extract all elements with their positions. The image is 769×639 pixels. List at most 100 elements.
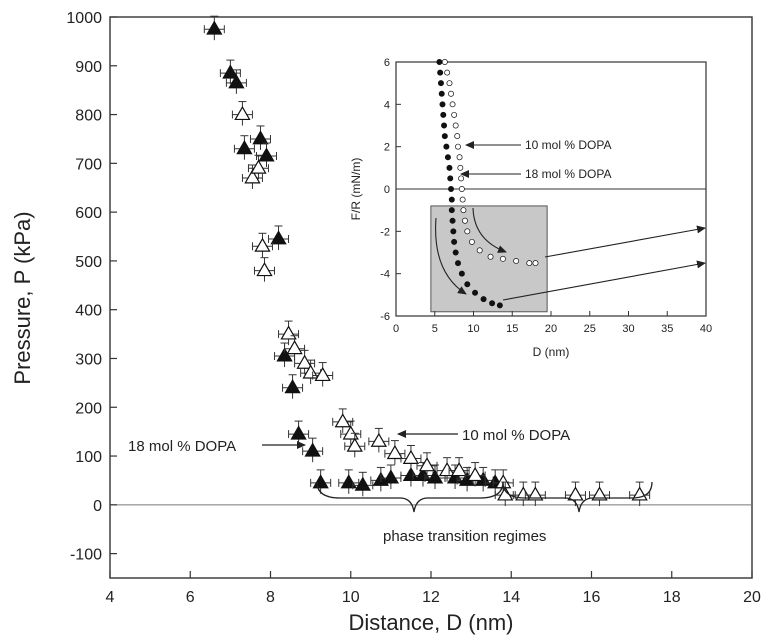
inset-point-18-mol [447, 175, 454, 182]
inset-point-18-mol [449, 217, 456, 224]
inset-point-18-mol [438, 90, 445, 97]
inset-point-10-mol [455, 143, 461, 150]
arrow-to-10-mol-phase [544, 225, 706, 258]
main-x-tick-label: 20 [743, 589, 761, 606]
main-y-tick-label: 300 [75, 351, 102, 368]
inset-y-tick-label: 2 [384, 142, 390, 154]
annotation-18-mol-dopa-inset: 18 mol % DOPA [525, 167, 611, 181]
inset-x-tick-label: 30 [622, 323, 634, 335]
inset-point-10-mol [469, 238, 475, 245]
inset-point-10-mol [441, 59, 448, 65]
inset-point-18-mol [437, 69, 444, 76]
data-point-10-mol [384, 440, 406, 465]
main-x-tick-label: 10 [342, 589, 360, 606]
main-data-series [203, 15, 651, 507]
main-y-tick-label: 700 [75, 156, 102, 173]
main-y-tick-label: 600 [75, 205, 102, 222]
inset-point-10-mol [460, 207, 467, 214]
data-point-10-mol [278, 320, 300, 346]
data-point-10-mol [524, 481, 546, 507]
data-point-18-mol [288, 420, 310, 446]
inset-point-10-mol [452, 122, 459, 129]
inset-x-tick-label: 15 [506, 323, 518, 335]
data-point-10-mol [368, 427, 390, 453]
inset-x-tick-label: 5 [432, 323, 438, 335]
inset-point-10-mol [446, 80, 453, 87]
inset-point-10-mol [526, 260, 533, 267]
main-y-tick-label: 400 [75, 303, 102, 320]
data-point-10-mol [512, 481, 534, 507]
data-point-18-mol [352, 471, 374, 497]
data-point-18-mol [310, 469, 332, 494]
inset-point-18-mol [480, 296, 487, 303]
data-point-18-mol [225, 69, 247, 94]
main-x-tick-label: 4 [106, 589, 115, 606]
inset-x-tick-label: 20 [545, 323, 557, 335]
arrow-to-18-mol-phase [502, 260, 706, 301]
main-x-tick-label: 12 [422, 589, 440, 606]
data-point-10-mol [494, 481, 516, 507]
annotation-18-mol-dopa-main: 18 mol % DOPA [128, 438, 236, 455]
inset-point-18-mol [452, 249, 459, 256]
inset-axis-ticks: 0 5 10 15 20 25 30 35 40 -6 -4 -2 0 2 4 6 [380, 57, 712, 335]
main-y-tick-label: 200 [75, 400, 102, 417]
inset-point-18-mol [441, 122, 448, 129]
inset-data-series [436, 59, 539, 309]
inset-y-axis-label: F/R (mN/m) [349, 158, 363, 221]
inset-point-18-mol [439, 101, 446, 108]
brace-phase-left [316, 481, 504, 513]
main-y-axis-label: Pressure, P (kPa) [10, 211, 35, 384]
data-point-18-mol [380, 464, 402, 489]
data-point-10-mol [464, 462, 486, 487]
main-y-tick-label: 500 [75, 254, 102, 271]
inset-point-10-mol [458, 175, 465, 182]
inset-point-10-mol [476, 247, 483, 254]
inset-x-tick-label: 25 [584, 323, 596, 335]
data-point-10-mol [312, 362, 334, 387]
main-y-tick-label: 800 [75, 108, 102, 125]
data-point-18-mol [268, 225, 290, 250]
main-y-tick-label: 900 [75, 59, 102, 76]
main-y-tick-label: 1000 [66, 10, 102, 27]
inset-x-tick-label: 0 [393, 323, 399, 335]
main-y-tick-label: -100 [70, 547, 102, 564]
inset-point-10-mol [451, 111, 458, 118]
inset-point-18-mol [441, 133, 448, 140]
inset-point-18-mol [448, 196, 455, 203]
inset-point-18-mol [464, 281, 471, 288]
inset-point-18-mol [458, 270, 465, 277]
data-point-10-mol [448, 457, 470, 482]
inset-point-10-mol [456, 154, 463, 161]
inset-point-18-mol [444, 154, 451, 161]
data-point-10-mol [247, 154, 269, 180]
inset-point-10-mol [454, 133, 461, 140]
inset-point-10-mol [462, 217, 468, 224]
inset-point-18-mol [451, 238, 458, 245]
data-point-10-mol [589, 481, 611, 507]
inset-point-18-mol [496, 302, 503, 309]
data-point-18-mol [302, 437, 324, 463]
inset-point-18-mol [448, 185, 455, 192]
inset-y-tick-label: 0 [384, 184, 390, 196]
data-point-18-mol [233, 135, 255, 160]
inset-point-10-mol [500, 255, 506, 262]
data-point-18-mol [203, 15, 225, 41]
inset-point-18-mol [440, 111, 447, 118]
curved-arrow-inset-right [472, 207, 507, 253]
inset-point-10-mol [458, 186, 465, 192]
data-point-18-mol [219, 59, 241, 85]
inset-y-tick-label: 6 [384, 57, 390, 69]
inset-point-18-mol [472, 289, 479, 296]
inset-point-10-mol [448, 90, 454, 97]
inset-y-tick-label: 4 [384, 99, 390, 111]
inset-point-18-mol [448, 207, 455, 214]
data-point-10-mol [294, 349, 316, 375]
inset-point-18-mol [443, 143, 450, 150]
main-axis-ticks: 4 6 8 10 12 14 16 18 20-100010020030040050060070… [66, 10, 761, 606]
inset-point-10-mol [464, 228, 471, 235]
data-point-10-mol [231, 101, 253, 126]
main-x-tick-label: 18 [663, 589, 681, 606]
data-point-10-mol [253, 257, 275, 282]
data-point-10-mol [332, 408, 354, 433]
